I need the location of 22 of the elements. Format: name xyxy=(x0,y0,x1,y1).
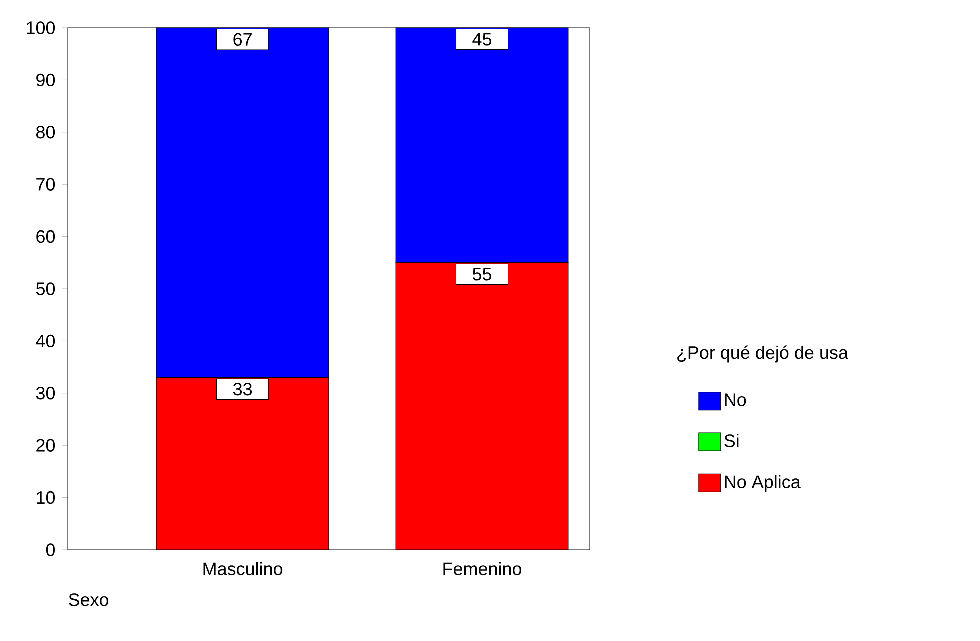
y-tick-label: 70 xyxy=(36,178,56,191)
y-tick-label: 100 xyxy=(27,22,56,34)
y-tick-label: 10 xyxy=(37,491,56,504)
y-tick-label: 0 xyxy=(46,544,56,556)
x-axis-title: Sexo xyxy=(69,594,109,606)
y-tick-label: 30 xyxy=(36,387,56,400)
legend-label: No xyxy=(725,394,746,406)
y-tick-label: 20 xyxy=(36,439,56,452)
legend-title: ¿Por qué dejó de usa xyxy=(678,346,848,363)
legend-label: Si xyxy=(724,434,739,448)
x-tick-label: Femenino xyxy=(444,562,522,576)
y-tick-label: 80 xyxy=(36,126,56,139)
data-label: 45 xyxy=(472,33,492,46)
legend-label: No Aplica xyxy=(725,475,801,492)
y-tick-label: 60 xyxy=(36,230,56,244)
y-tick-label: 90 xyxy=(36,74,56,87)
data-label: 55 xyxy=(472,268,492,281)
data-label: 33 xyxy=(233,382,252,396)
data-label: 67 xyxy=(234,33,252,46)
y-tick-label: 50 xyxy=(36,282,56,296)
y-tick-label: 40 xyxy=(36,334,56,348)
x-tick-label: Masculino xyxy=(204,562,283,576)
